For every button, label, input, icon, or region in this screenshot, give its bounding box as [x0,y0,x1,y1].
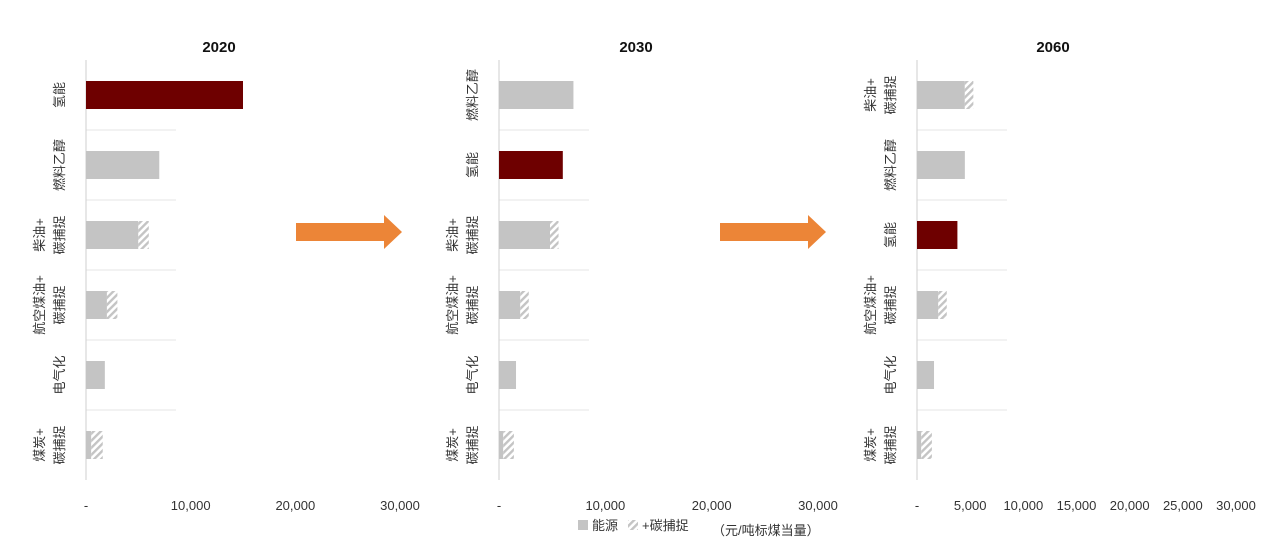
bar-ccs [938,291,947,319]
arrow-right-icon [720,215,826,249]
x-tick-label: 20,000 [1110,498,1150,513]
bar-energy [86,81,243,109]
category-label: 航空煤油+ [32,275,47,335]
category-label: 氢能 [52,82,67,108]
bar-energy [86,431,92,459]
bar-energy [917,151,965,179]
bar-energy [499,81,574,109]
category-label: 氢能 [883,222,898,248]
bar-ccs [550,221,559,249]
bar-energy [86,361,105,389]
x-tick-label: 30,000 [1216,498,1256,513]
bar-energy [499,151,563,179]
bar-energy [917,361,935,389]
category-label: 电气化 [465,355,480,394]
bar-ccs [964,81,974,109]
bar-ccs [138,221,149,249]
x-tick-label: 5,000 [954,498,987,513]
category-label: 碳捕捉 [883,425,898,464]
x-tick-label: 10,000 [171,498,211,513]
category-label: 航空煤油+ [445,275,460,335]
bar-ccs [106,291,118,319]
category-label: 碳捕捉 [883,75,898,114]
category-label: 氢能 [465,152,480,178]
bar-energy [917,221,958,249]
category-label: 碳捕捉 [52,425,67,464]
legend-energy-label: 能源 [592,518,618,533]
x-tick-label: 10,000 [585,498,625,513]
arrow-right-icon [296,215,402,249]
x-tick-label: 30,000 [380,498,420,513]
category-label: 燃料乙醇 [52,139,67,191]
legend-energy-swatch [578,520,588,530]
x-tick-label: - [915,498,919,513]
bar-ccs [503,431,514,459]
bar-energy [86,291,107,319]
category-label: 碳捕捉 [52,285,67,324]
category-label: 燃料乙醇 [465,69,480,121]
category-label: 电气化 [52,355,67,394]
bar-energy [917,81,965,109]
x-tick-label: 15,000 [1057,498,1097,513]
bar-ccs [921,431,932,459]
x-tick-label: 20,000 [692,498,732,513]
category-label: 燃料乙醇 [883,139,898,191]
panel-title: 2030 [619,39,652,56]
category-label: 柴油+ [32,218,47,252]
category-label: 煤炭+ [445,428,460,462]
bar-ccs [91,431,103,459]
bar-ccs [520,291,529,319]
legend-ccs-swatch [628,520,638,530]
category-label: 碳捕捉 [52,215,67,254]
x-tick-label: 25,000 [1163,498,1203,513]
x-tick-label: 10,000 [1003,498,1043,513]
bar-energy [86,221,139,249]
bar-energy [499,361,517,389]
category-label: 柴油+ [445,218,460,252]
unit-label: （元/吨标煤当量） [712,523,820,538]
panel-title: 2060 [1036,39,1069,56]
category-label: 航空煤油+ [863,275,878,335]
category-label: 煤炭+ [863,428,878,462]
bar-energy [499,431,504,459]
x-tick-label: 30,000 [798,498,838,513]
bar-energy [917,431,922,459]
panel-title: 2020 [202,39,235,56]
bar-energy [499,221,551,249]
category-label: 碳捕捉 [465,215,480,254]
category-label: 碳捕捉 [465,285,480,324]
bar-energy [917,291,939,319]
legend-ccs-label: +碳捕捉 [642,518,689,533]
category-label: 柴油+ [863,78,878,112]
bar-energy [499,291,521,319]
category-label: 碳捕捉 [465,425,480,464]
category-label: 碳捕捉 [883,285,898,324]
legend: 能源 +碳捕捉 （元/吨标煤当量） [578,518,820,538]
category-label: 煤炭+ [32,428,47,462]
x-tick-label: - [497,498,501,513]
bar-energy [86,151,160,179]
x-tick-label: 20,000 [275,498,315,513]
x-tick-label: - [84,498,88,513]
category-label: 电气化 [883,355,898,394]
